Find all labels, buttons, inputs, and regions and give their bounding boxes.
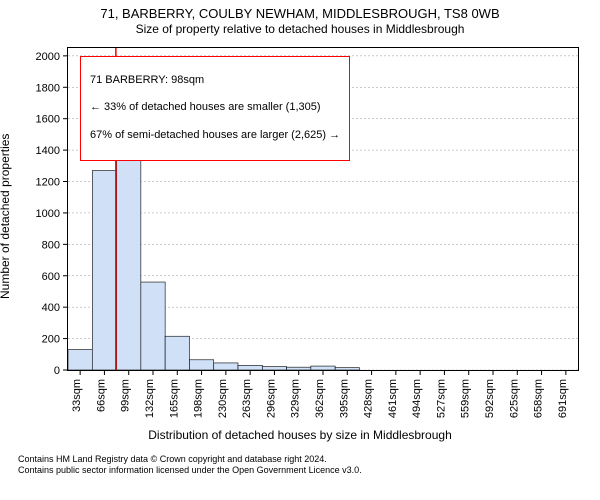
y-tick-label: 400 (42, 302, 60, 314)
x-tick-label: 461sqm (387, 379, 399, 418)
histogram-bar (68, 350, 92, 370)
x-tick-label: 559sqm (460, 379, 472, 418)
x-tick-label: 658sqm (533, 379, 545, 418)
histogram-bar (311, 366, 335, 370)
x-tick-label: 296sqm (265, 379, 277, 418)
x-tick-label: 66sqm (95, 379, 107, 412)
x-tick-label: 625sqm (508, 379, 520, 418)
x-tick-label: 395sqm (338, 379, 350, 418)
x-tick-label: 592sqm (484, 379, 496, 418)
histogram-bar (189, 360, 213, 370)
callout-title: 71 BARBERRY: 98sqm (90, 74, 340, 88)
y-tick-label: 1000 (36, 208, 60, 220)
x-tick-label: 428sqm (363, 379, 375, 418)
x-tick-label: 99sqm (120, 379, 132, 412)
callout-larger-line: 67% of semi-detached houses are larger (… (90, 129, 340, 143)
y-tick-label: 2000 (36, 51, 60, 63)
x-tick-label: 263sqm (241, 379, 253, 418)
y-tick-label: 1400 (36, 145, 60, 157)
y-tick-label: 200 (42, 334, 60, 346)
x-tick-label: 691sqm (557, 379, 569, 418)
y-axis-label: Number of detached properties (0, 134, 12, 299)
attribution-footer: Contains HM Land Registry data © Crown c… (18, 454, 362, 477)
y-tick-label: 0 (54, 365, 60, 377)
x-tick-label: 362sqm (314, 379, 326, 418)
histogram-bar (335, 368, 359, 370)
x-tick-label: 494sqm (411, 379, 423, 418)
histogram-bar (117, 125, 141, 370)
x-tick-label: 33sqm (71, 379, 83, 412)
histogram-bar (238, 365, 262, 370)
callout-smaller-line: ← 33% of detached houses are smaller (1,… (90, 101, 340, 115)
histogram-bar (141, 282, 165, 370)
x-tick-label: 230sqm (217, 379, 229, 418)
y-tick-label: 1200 (36, 177, 60, 189)
x-axis-label: Distribution of detached houses by size … (0, 428, 600, 442)
x-tick-label: 198sqm (193, 379, 205, 418)
property-callout-box: 71 BARBERRY: 98sqm ← 33% of detached hou… (80, 56, 350, 161)
x-tick-label: 132sqm (144, 379, 156, 418)
histogram-bar (262, 367, 286, 370)
x-tick-label: 527sqm (435, 379, 447, 418)
y-tick-label: 1800 (36, 82, 60, 94)
chart-title: 71, BARBERRY, COULBY NEWHAM, MIDDLESBROU… (0, 0, 600, 22)
histogram-bar (287, 367, 311, 370)
y-tick-label: 600 (42, 271, 60, 283)
histogram-bar (165, 336, 189, 370)
chart-subtitle: Size of property relative to detached ho… (0, 22, 600, 36)
y-tick-label: 800 (42, 239, 60, 251)
x-tick-label: 329sqm (290, 379, 302, 418)
x-tick-label: 165sqm (168, 379, 180, 418)
y-tick-label: 1600 (36, 114, 60, 126)
histogram-bar (92, 171, 116, 370)
histogram-bar (214, 363, 238, 370)
